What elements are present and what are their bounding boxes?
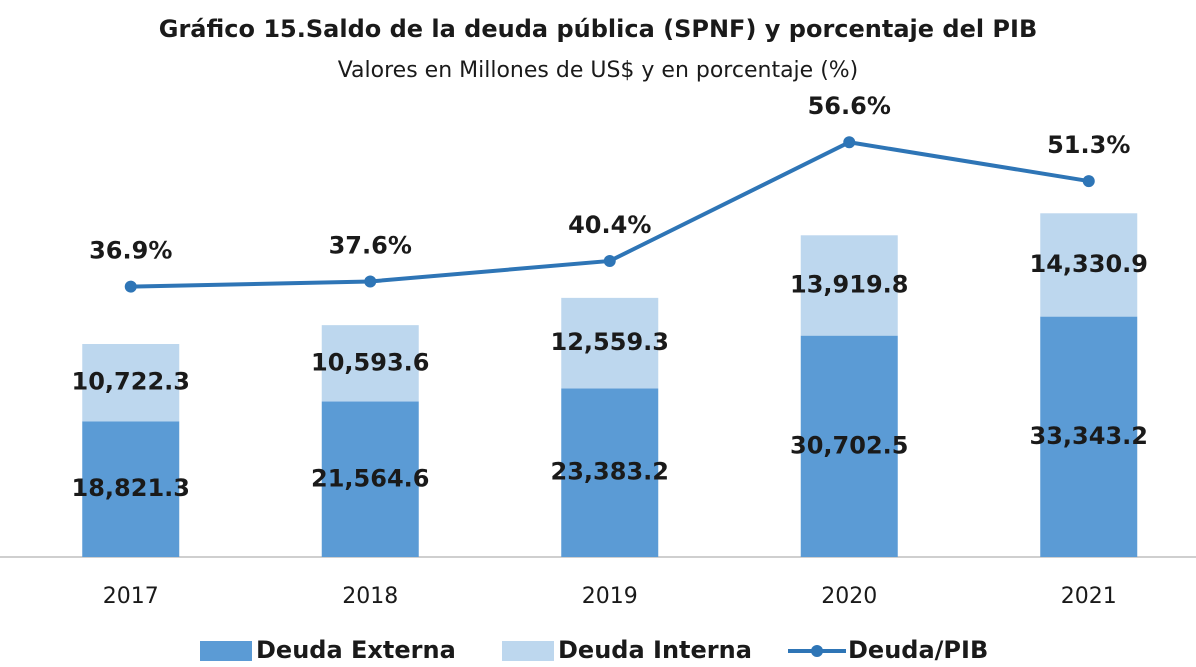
bar (561, 388, 659, 557)
x-tick-label: 2020 (821, 584, 877, 609)
bar (800, 335, 898, 557)
line-point (124, 280, 137, 293)
x-tick-label: 2018 (342, 584, 398, 609)
bar (82, 344, 180, 422)
data-label: 10,722.3 (72, 368, 190, 396)
bar (561, 297, 659, 389)
data-label: 13,919.8 (790, 270, 908, 298)
x-tick-label: 2021 (1061, 584, 1117, 609)
legend-swatch (200, 641, 252, 661)
data-label: 37.6% (329, 231, 412, 259)
data-label: 14,330.9 (1030, 250, 1148, 278)
legend-label: Deuda Interna (558, 636, 752, 663)
x-tick-label: 2017 (103, 584, 159, 609)
data-label: 21,564.6 (311, 464, 429, 492)
line-point (1082, 175, 1095, 188)
data-label: 10,593.6 (311, 348, 429, 376)
data-label: 18,821.3 (72, 474, 190, 502)
chart-title: Gráfico 15.Saldo de la deuda pública (SP… (159, 15, 1038, 43)
data-label: 40.4% (568, 211, 651, 239)
data-label: 33,343.2 (1030, 422, 1148, 450)
line-point (603, 254, 616, 267)
legend-label: Deuda/PIB (848, 636, 988, 663)
bar (1040, 213, 1138, 317)
data-label: 23,383.2 (551, 458, 669, 486)
bar (1040, 316, 1138, 557)
data-label: 36.9% (89, 237, 172, 265)
legend-swatch (502, 641, 554, 661)
line-point (364, 275, 377, 288)
data-label: 30,702.5 (790, 431, 908, 459)
x-tick-label: 2019 (582, 584, 638, 609)
data-label: 56.6% (808, 92, 891, 120)
legend-label: Deuda Externa (256, 636, 456, 663)
data-label: 51.3% (1047, 131, 1130, 159)
bar (82, 421, 180, 557)
bar (321, 325, 419, 402)
line-point (843, 136, 856, 149)
legend-swatch (811, 645, 823, 657)
bar (800, 235, 898, 336)
chart-subtitle: Valores en Millones de US$ y en porcenta… (338, 58, 859, 83)
data-label: 12,559.3 (551, 328, 669, 356)
bar (321, 401, 419, 557)
